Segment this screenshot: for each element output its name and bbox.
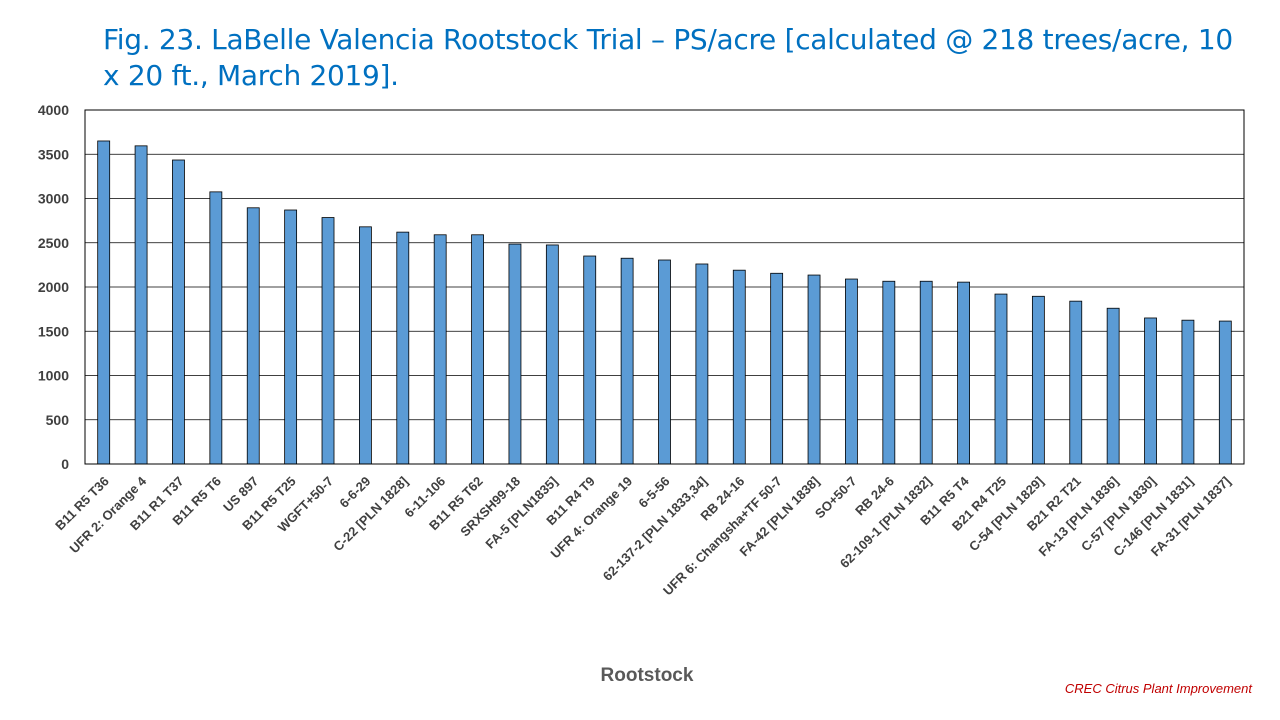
y-tick-label: 1500 xyxy=(38,323,69,339)
y-tick-label: 3500 xyxy=(38,146,69,162)
credit-text: CREC Citrus Plant Improvement xyxy=(1064,681,1252,696)
bar xyxy=(284,209,298,465)
bar xyxy=(770,272,784,465)
bar xyxy=(620,257,634,465)
bar xyxy=(396,231,410,465)
bar xyxy=(321,217,335,465)
bar xyxy=(1181,319,1195,465)
y-tick-label: 4000 xyxy=(38,102,69,118)
y-tick-label: 1000 xyxy=(38,368,69,384)
plot-area-frame xyxy=(84,109,1245,465)
bar xyxy=(957,281,970,465)
bar xyxy=(1031,295,1045,465)
bar xyxy=(246,207,260,465)
x-axis-label: Rootstock xyxy=(601,665,694,686)
bar xyxy=(583,255,597,465)
bar xyxy=(172,159,185,465)
x-tick-label: SO+50-7 xyxy=(812,474,860,522)
bar xyxy=(845,278,858,465)
y-tick-label: 500 xyxy=(46,412,70,428)
bar xyxy=(134,145,148,465)
bar xyxy=(1218,320,1232,465)
bar xyxy=(807,274,821,465)
bar xyxy=(695,263,709,465)
bar xyxy=(97,140,111,465)
chart-title: Fig. 23. LaBelle Valencia Rootstock Tria… xyxy=(103,23,1233,92)
bar xyxy=(1069,300,1083,465)
y-tick-label: 3000 xyxy=(38,191,69,207)
bar xyxy=(209,191,223,465)
y-tick-label: 2000 xyxy=(38,279,69,295)
y-axis-ticks: 0 500 1000 1500 2000 2500 3000 3500 4000 xyxy=(38,102,69,472)
bar xyxy=(658,259,671,465)
bar xyxy=(508,243,522,465)
bars xyxy=(97,140,1232,465)
y-tick-label: 2500 xyxy=(38,235,69,251)
bar xyxy=(732,269,746,465)
bar xyxy=(1106,307,1120,465)
bar xyxy=(919,280,933,465)
bar xyxy=(471,234,484,465)
bar xyxy=(433,234,447,465)
y-tick-label: 0 xyxy=(61,456,69,472)
bar xyxy=(359,226,372,465)
bar xyxy=(882,280,896,465)
bar xyxy=(545,244,559,465)
bar xyxy=(1144,317,1157,465)
bar xyxy=(994,293,1008,465)
